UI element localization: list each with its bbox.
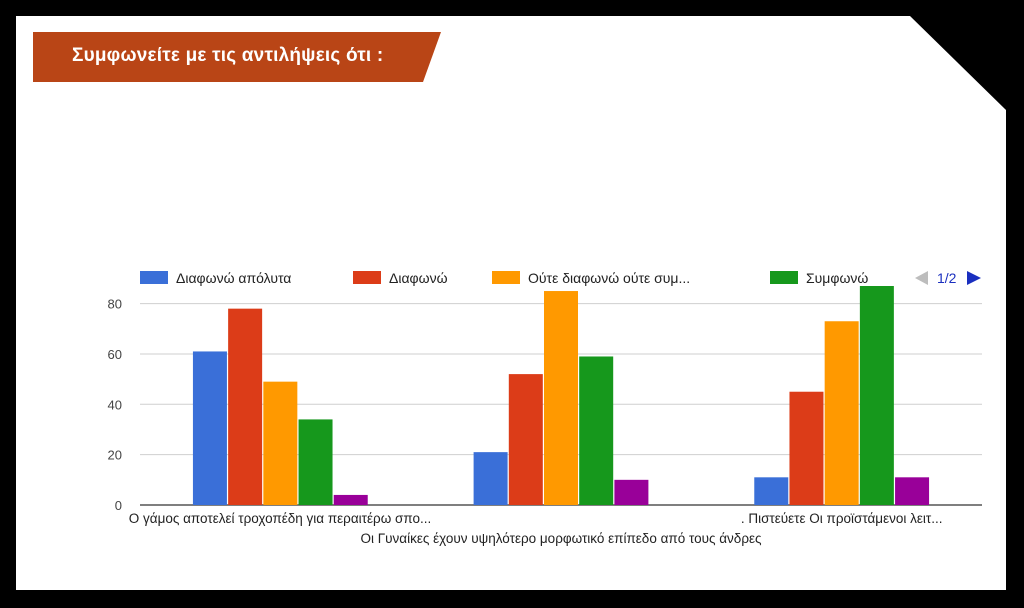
x-category-label: Οι Γυναίκες έχουν υψηλότερο μορφωτικό επ… bbox=[360, 531, 762, 546]
bar bbox=[859, 286, 894, 505]
y-tick-label: 0 bbox=[115, 498, 122, 513]
legend: Διαφωνώ απόλυτα Διαφωνώ Ούτε διαφωνώ ούτε … bbox=[140, 270, 981, 286]
x-category-label: . Πιστεύετε Οι προϊστάμενοι λειτ... bbox=[741, 511, 943, 526]
bar bbox=[263, 381, 298, 505]
legend-prev-icon[interactable] bbox=[915, 271, 928, 285]
bar bbox=[824, 321, 859, 505]
axes: 0 20 40 60 80 Ο γάμος αποτελεί τροχοπέδη για … bbox=[108, 297, 943, 546]
bar bbox=[473, 452, 508, 505]
bar bbox=[508, 374, 543, 505]
legend-swatch bbox=[353, 271, 381, 284]
bar bbox=[789, 391, 824, 505]
bar bbox=[895, 477, 930, 505]
legend-swatch bbox=[770, 271, 798, 284]
bar bbox=[228, 308, 263, 505]
bar bbox=[614, 479, 649, 505]
legend-label: Ούτε διαφωνώ ούτε συμ... bbox=[528, 270, 690, 286]
bar bbox=[544, 291, 578, 505]
y-tick-label: 40 bbox=[108, 397, 122, 412]
legend-page-indicator: 1/2 bbox=[937, 270, 957, 286]
legend-next-icon[interactable] bbox=[967, 271, 981, 285]
banner-background bbox=[33, 32, 441, 82]
legend-swatch bbox=[140, 271, 168, 284]
banner-title: Συμφωνείτε με τις αντιλήψεις ότι : bbox=[72, 45, 384, 66]
legend-swatch bbox=[492, 271, 520, 284]
y-tick-label: 60 bbox=[108, 347, 122, 362]
bar bbox=[754, 477, 789, 505]
bar bbox=[333, 494, 368, 505]
legend-label: Διαφωνώ απόλυτα bbox=[176, 270, 291, 286]
bar bbox=[298, 419, 333, 505]
legend-label: Διαφωνώ bbox=[389, 270, 448, 286]
legend-label: Συμφωνώ bbox=[806, 270, 868, 286]
bar bbox=[192, 351, 227, 505]
bars bbox=[192, 286, 930, 505]
y-tick-label: 80 bbox=[108, 297, 122, 312]
bar bbox=[579, 356, 614, 505]
y-tick-label: 20 bbox=[108, 448, 122, 463]
x-category-label: Ο γάμος αποτελεί τροχοπέδη για περαιτέρω… bbox=[129, 511, 431, 526]
